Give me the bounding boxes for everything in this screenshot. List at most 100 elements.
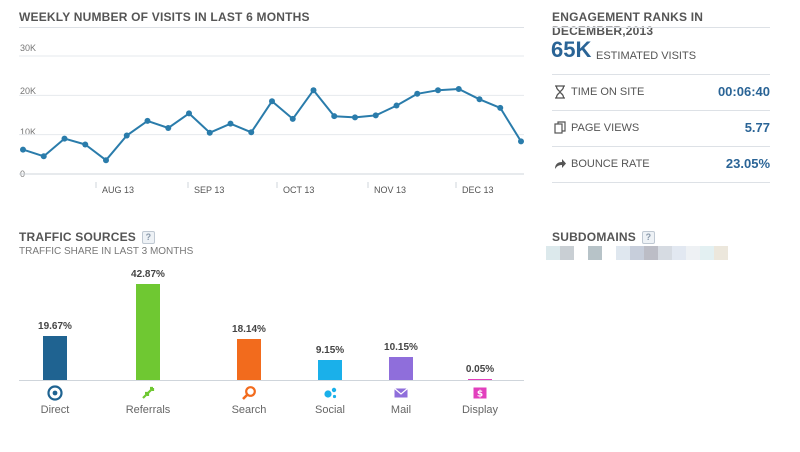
- bar-chart-baseline: [19, 380, 524, 381]
- metric-value: 5.77: [744, 120, 770, 135]
- row-divider: [552, 182, 770, 183]
- section-divider: [552, 27, 770, 28]
- traffic-bar-display[interactable]: [468, 379, 492, 380]
- visits-data-point[interactable]: [165, 124, 172, 131]
- subdomain-swatch: [546, 246, 560, 260]
- visits-data-point[interactable]: [352, 114, 358, 121]
- x-tick-label: AUG 13: [102, 185, 135, 195]
- x-tick-label: NOV 13: [374, 185, 407, 195]
- traffic-sources-title-text: TRAFFIC SOURCES: [19, 230, 136, 244]
- bar-value-label: 10.15%: [384, 342, 418, 353]
- visits-data-point[interactable]: [227, 120, 234, 127]
- traffic-sources-subtitle: TRAFFIC SHARE IN LAST 3 MONTHS: [19, 246, 194, 257]
- bar-value-label: 0.05%: [465, 364, 495, 375]
- row-divider: [552, 146, 770, 147]
- visits-data-point[interactable]: [144, 117, 151, 124]
- subdomain-swatch: [602, 246, 616, 260]
- visits-data-point[interactable]: [455, 86, 462, 93]
- metric-label: PAGE VIEWS: [571, 122, 640, 134]
- traffic-bar-search[interactable]: [237, 339, 261, 380]
- social-dots-icon: [324, 387, 337, 399]
- traffic-bar-referrals[interactable]: [136, 284, 160, 380]
- subdomain-swatch: [714, 246, 728, 260]
- referral-arrows-icon: [142, 386, 155, 399]
- x-tick-label: DEC 13: [462, 185, 494, 195]
- help-icon[interactable]: ?: [642, 231, 656, 245]
- visits-data-point[interactable]: [186, 110, 192, 117]
- section-divider: [19, 27, 524, 28]
- traffic-bar-mail[interactable]: [389, 357, 413, 380]
- visits-data-point[interactable]: [206, 129, 213, 136]
- bar-value-label: 42.87%: [131, 269, 165, 280]
- source-label-referrals: Referrals: [125, 404, 171, 416]
- visits-data-point[interactable]: [372, 112, 379, 119]
- subdomain-swatch: [588, 246, 602, 260]
- visits-data-point[interactable]: [61, 135, 68, 142]
- magnifier-icon: [242, 386, 256, 400]
- y-tick-label: 30K: [20, 43, 37, 53]
- visits-data-point[interactable]: [289, 115, 296, 122]
- visits-data-point[interactable]: [518, 138, 524, 145]
- bar-value-label: 18.14%: [232, 324, 266, 335]
- visits-data-point[interactable]: [435, 87, 441, 94]
- traffic-sources-title: TRAFFIC SOURCES?: [19, 230, 155, 245]
- metric-value: 00:06:40: [717, 84, 770, 99]
- metric-value: 23.05%: [725, 156, 770, 171]
- subdomains-title-text: SUBDOMAINS: [552, 230, 637, 244]
- share-arrow-icon: [555, 159, 566, 169]
- svg-text:$: $: [477, 390, 483, 400]
- source-label-search: Search: [231, 404, 267, 416]
- row-divider: [552, 74, 770, 75]
- traffic-bar-social[interactable]: [318, 360, 342, 380]
- subdomain-swatch: [700, 246, 714, 260]
- traffic-bar-direct[interactable]: [43, 336, 67, 380]
- visits-data-point[interactable]: [123, 132, 130, 139]
- visits-line-chart: [19, 55, 524, 188]
- visits-data-point[interactable]: [269, 98, 275, 105]
- estimated-visits-value: 65K: [551, 37, 592, 62]
- visits-data-point[interactable]: [310, 87, 317, 94]
- subdomains-title: SUBDOMAINS?: [552, 230, 656, 245]
- bar-value-label: 9.15%: [315, 345, 345, 356]
- subdomain-swatch: [616, 246, 630, 260]
- metric-label: TIME ON SITE: [571, 86, 645, 98]
- visits-data-point[interactable]: [331, 113, 338, 120]
- subdomain-swatch: [630, 246, 644, 260]
- engagement-title: ENGAGEMENT RANKS IN DECEMBER,2013: [552, 10, 704, 38]
- source-label-social: Social: [315, 404, 345, 416]
- help-icon[interactable]: ?: [142, 231, 155, 245]
- visits-data-point[interactable]: [20, 146, 26, 153]
- subdomain-swatch: [574, 246, 588, 260]
- visits-data-point[interactable]: [497, 104, 504, 111]
- visits-data-point[interactable]: [82, 141, 89, 148]
- source-label-mail: Mail: [390, 404, 412, 416]
- subdomain-swatch: [686, 246, 700, 260]
- estimated-visits-label: ESTIMATED VISITS: [596, 50, 697, 62]
- subdomain-swatch: [560, 246, 574, 260]
- visits-data-point[interactable]: [476, 96, 483, 103]
- bounce-rate-row: BOUNCE RATE 23.05%: [552, 147, 770, 182]
- bar-value-label: 19.67%: [38, 321, 72, 332]
- chart-gridlines: [19, 55, 524, 175]
- dollar-icon: $: [473, 387, 487, 400]
- subdomain-swatch: [644, 246, 658, 260]
- visits-data-point[interactable]: [40, 153, 47, 160]
- target-icon: [47, 385, 63, 401]
- page-views-row: PAGE VIEWS 5.77: [552, 111, 770, 146]
- pages-icon: [554, 121, 566, 134]
- time-on-site-row: TIME ON SITE 00:06:40: [552, 75, 770, 110]
- row-divider: [552, 110, 770, 111]
- visits-data-point[interactable]: [103, 157, 109, 164]
- visits-data-point[interactable]: [248, 129, 255, 136]
- y-tick-label: 20K: [20, 86, 37, 96]
- visits-data-point[interactable]: [393, 102, 400, 109]
- source-label-display: Display: [461, 404, 499, 416]
- x-axis-ticks: [95, 182, 457, 188]
- source-label-direct: Direct: [40, 404, 70, 416]
- subdomain-swatch: [658, 246, 672, 260]
- visits-data-point[interactable]: [414, 90, 421, 97]
- y-tick-label: 10K: [20, 127, 37, 137]
- subdomain-swatch: [672, 246, 686, 260]
- visits-series-points: [20, 86, 524, 164]
- envelope-icon: [394, 388, 408, 398]
